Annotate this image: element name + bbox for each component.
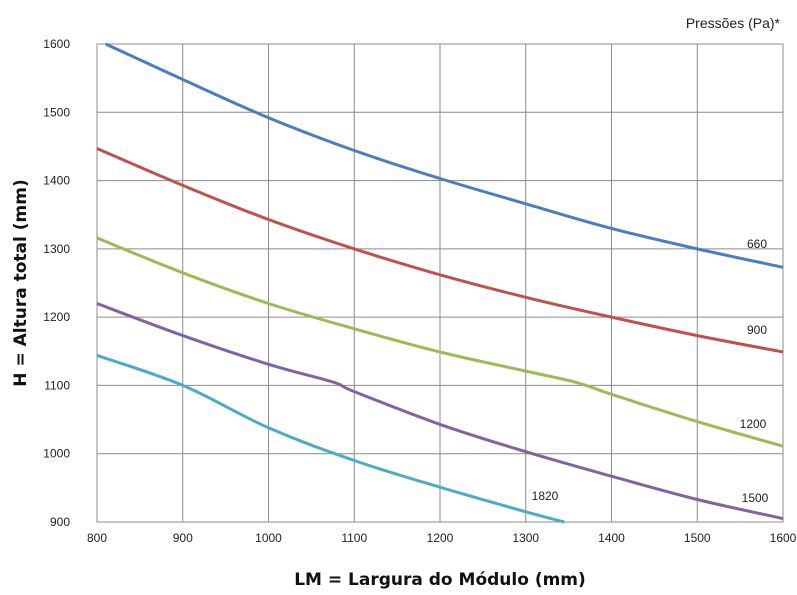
y-tick-label: 900 bbox=[50, 515, 70, 529]
series-line-900 bbox=[96, 147, 784, 354]
series-label-900: 900 bbox=[747, 323, 767, 337]
y-tick-labels: 900 1000 1100 1200 1300 1400 1500 1600 bbox=[43, 37, 70, 529]
series-label-1500: 1500 bbox=[742, 491, 769, 505]
x-tick-label: 1400 bbox=[598, 531, 625, 545]
y-tick-label: 1300 bbox=[43, 242, 70, 256]
x-tick-label: 1100 bbox=[341, 531, 367, 545]
x-axis-title: LM = Largura do Módulo (mm) bbox=[294, 570, 586, 590]
legend-title: Pressões (Pa)* bbox=[686, 15, 781, 31]
plot-frame bbox=[96, 43, 784, 523]
series-line-1500 bbox=[96, 302, 784, 521]
x-tick-labels: 800 900 1000 1100 1200 1300 1400 1500 1600 bbox=[87, 531, 797, 545]
y-axis-title: H = Altura total (mm) bbox=[11, 179, 31, 386]
series-label-1820: 1820 bbox=[532, 489, 559, 503]
x-tick-label: 1500 bbox=[684, 531, 711, 545]
series-line-660 bbox=[104, 42, 784, 269]
y-tick-label: 1500 bbox=[43, 105, 70, 119]
x-tick-label: 1000 bbox=[255, 531, 282, 545]
x-tick-label: 1600 bbox=[770, 531, 797, 545]
series-lines bbox=[96, 42, 784, 524]
y-tick-label: 1200 bbox=[43, 310, 70, 324]
x-tick-label: 800 bbox=[87, 531, 107, 545]
y-tick-label: 1400 bbox=[43, 174, 70, 188]
series-line-1200 bbox=[96, 236, 784, 448]
x-tick-label: 1300 bbox=[512, 531, 539, 545]
series-label-660: 660 bbox=[747, 237, 767, 251]
y-tick-label: 1000 bbox=[43, 447, 70, 461]
y-tick-label: 1600 bbox=[43, 37, 70, 51]
series-label-1200: 1200 bbox=[740, 417, 767, 431]
y-tick-label: 1100 bbox=[44, 378, 70, 392]
grid bbox=[96, 43, 784, 523]
x-tick-label: 1200 bbox=[427, 531, 454, 545]
series-labels: 660 900 1200 1500 1820 bbox=[532, 237, 769, 505]
x-tick-label: 900 bbox=[173, 531, 193, 545]
series-line-1820 bbox=[96, 353, 565, 524]
